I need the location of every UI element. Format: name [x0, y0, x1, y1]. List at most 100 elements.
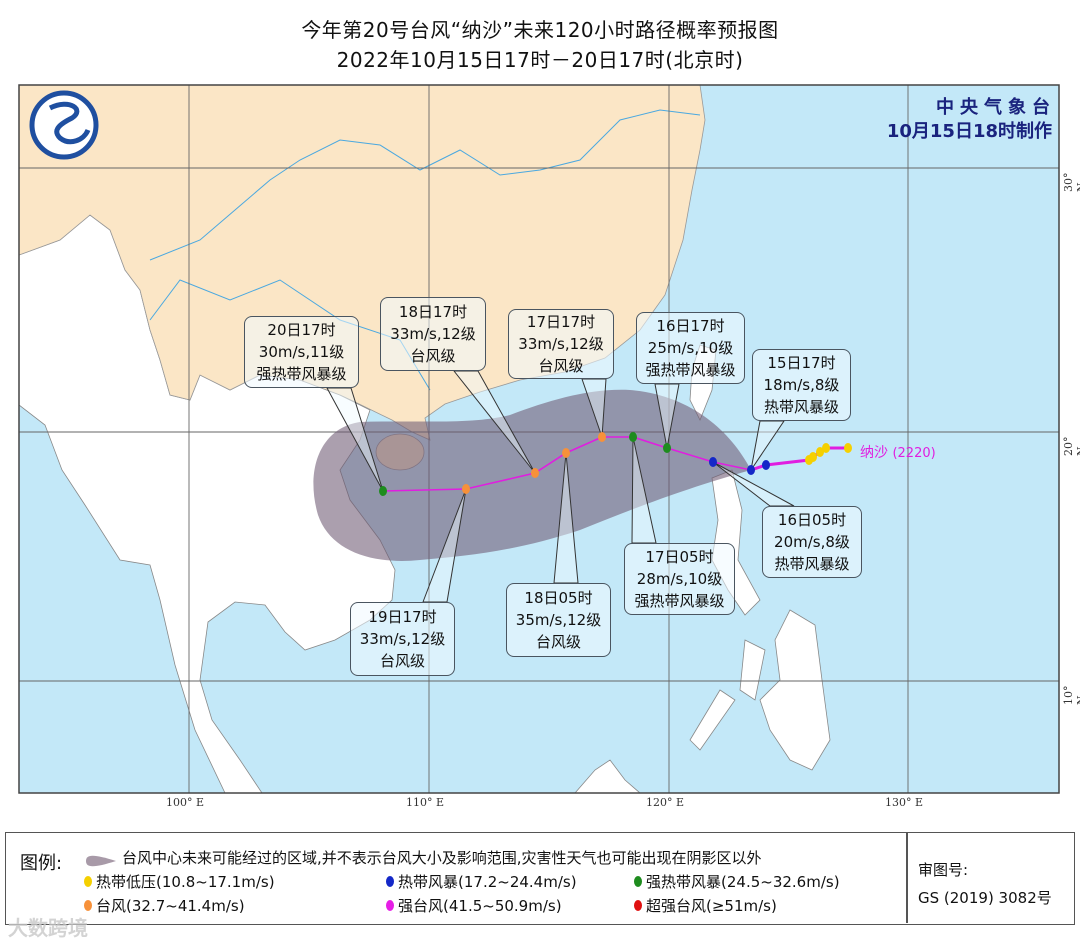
callout-time: 18日17时	[398, 303, 468, 321]
callout-time: 15日17时	[767, 354, 836, 372]
forecast-track-point	[629, 432, 637, 442]
callout-time: 18日05时	[524, 589, 593, 607]
legend-item-label: 超强台风(≥51m/s)	[646, 897, 777, 915]
forecast-callout: 17日05时 28m/s,10级 强热带风暴级	[624, 543, 735, 615]
storm-name: 纳沙	[860, 445, 888, 461]
callout-level: 强热带风暴级	[645, 361, 736, 379]
forecast-callout: 16日05时 20m/s,8级 热带风暴级	[762, 506, 862, 578]
callout-time: 17日17时	[526, 313, 596, 331]
callout-time: 16日17时	[656, 317, 725, 335]
callout-level: 台风级	[410, 347, 456, 365]
issued-time: 10月15日18时制作	[886, 121, 1052, 142]
forecast-callout: 18日05时 35m/s,12级 台风级	[506, 583, 611, 657]
legend-title: 图例:	[20, 853, 63, 874]
philippines-south	[689, 609, 831, 771]
lon-label-120: 120° E	[646, 796, 685, 809]
forecast-callout: 17日17时 33m/s,12级 台风级	[508, 309, 614, 379]
callout-wind: 25m/s,10级	[647, 339, 734, 357]
map-frame	[18, 84, 1060, 794]
legend-cone-text: 台风中心未来可能经过的区域,并不表示台风大小及影响范围,灾害性天气也可能出现在阴…	[122, 849, 762, 867]
lat-label-20: 20° N	[1062, 436, 1080, 457]
legend: 图例: 台风中心未来可能经过的区域,并不表示台风大小及影响范围,灾害性天气也可能…	[5, 832, 1075, 925]
lon-label-110: 110° E	[406, 796, 445, 809]
callout-wind: 33m/s,12级	[518, 335, 604, 353]
callout-pointer	[654, 383, 680, 449]
agency-block: 中央气象台 10月15日18时制作	[887, 96, 1052, 144]
callout-wind: 18m/s,8级	[763, 376, 840, 394]
legend-divider	[906, 833, 908, 923]
yangtze-river	[149, 109, 701, 261]
callout-level: 台风级	[538, 357, 584, 375]
forecast-callout: 20日17时 30m/s,11级 强热带风暴级	[244, 316, 359, 388]
cma-logo	[29, 90, 99, 160]
legend-item-sty: 强台风(41.5~50.9m/s)	[386, 895, 562, 916]
storm-code: (2220)	[892, 446, 936, 461]
callout-pointer	[452, 370, 536, 474]
forecast-track-point	[709, 457, 717, 467]
callout-level: 台风级	[379, 652, 425, 670]
lon-label-130: 130° E	[885, 796, 924, 809]
callout-pointer	[750, 420, 785, 471]
legend-item-label: 强热带风暴(24.5~32.6m/s)	[646, 873, 840, 891]
map-subtitle: 2022年10月15日17时－20日17时(北京时)	[336, 48, 744, 72]
callout-time: 17日05时	[645, 548, 714, 566]
cone-legend-icon	[86, 855, 116, 867]
forecast-callout: 19日17时 33m/s,12级 台风级	[350, 602, 455, 676]
forecast-callout: 15日17时 18m/s,8级 热带风暴级	[752, 349, 851, 421]
forecast-track-point	[598, 432, 606, 442]
callout-level: 热带风暴级	[763, 398, 839, 416]
legend-item-ty: 台风(32.7~41.4m/s)	[84, 895, 245, 916]
callout-pointer	[581, 378, 607, 438]
legend-item-label: 台风(32.7~41.4m/s)	[96, 897, 245, 915]
past-track-point	[816, 447, 824, 457]
forecast-callout: 18日17时 33m/s,12级 台风级	[380, 297, 486, 371]
callout-level: 热带风暴级	[774, 555, 850, 573]
past-track-point	[762, 460, 770, 470]
legend-item-ts: 热带风暴(17.2~24.4m/s)	[386, 871, 577, 892]
legend-item-label: 热带低压(10.8~17.1m/s)	[96, 873, 275, 891]
callout-time: 20日17时	[267, 321, 336, 339]
typhoon-symbol-icon	[84, 900, 92, 911]
callout-time: 16日05时	[777, 511, 847, 529]
typhoon-symbol-icon	[634, 876, 642, 887]
forecast-callout: 16日17时 25m/s,10级 强热带风暴级	[636, 312, 745, 384]
lat-label-10: 10° N	[1062, 685, 1080, 706]
callout-wind: 35m/s,12级	[515, 611, 602, 629]
typhoon-symbol-icon	[634, 900, 642, 911]
typhoon-symbol-icon	[84, 876, 92, 887]
legend-item-superty: 超强台风(≥51m/s)	[634, 895, 777, 916]
map-title: 今年第20号台风“纳沙”未来120小时路径概率预报图	[301, 18, 779, 42]
callout-level: 强热带风暴级	[256, 365, 347, 383]
lon-label-100: 100° E	[166, 796, 205, 809]
callout-time: 19日17时	[368, 608, 437, 626]
lat-label-30: 30° N	[1062, 172, 1080, 193]
forecast-track-point	[663, 443, 671, 453]
past-track-point	[822, 443, 830, 453]
forecast-track-point	[531, 468, 539, 478]
storm-label: 纳沙 (2220)	[860, 442, 936, 462]
legend-item-label: 热带风暴(17.2~24.4m/s)	[398, 873, 577, 891]
borneo-land	[574, 759, 641, 793]
past-track-point	[805, 455, 813, 465]
forecast-track-point	[379, 486, 387, 496]
legend-item-td: 热带低压(10.8~17.1m/s)	[84, 871, 275, 892]
callout-wind: 28m/s,10级	[636, 570, 723, 588]
past-track-point	[844, 443, 852, 453]
legend-item-sts: 强热带风暴(24.5~32.6m/s)	[634, 871, 840, 892]
typhoon-symbol-icon	[386, 900, 394, 911]
callout-wind: 33m/s,12级	[359, 630, 446, 648]
typhoon-symbol-icon	[386, 876, 394, 887]
callout-level: 台风级	[535, 633, 581, 651]
callout-wind: 20m/s,8级	[774, 533, 850, 551]
forecast-track-point	[562, 448, 570, 458]
watermark: 大数跨境	[8, 916, 88, 940]
callout-wind: 33m/s,12级	[390, 325, 476, 343]
forecast-track-point	[462, 484, 470, 494]
review-number: GS (2019) 3082号	[918, 889, 1052, 907]
callout-wind: 30m/s,11级	[258, 343, 345, 361]
agency-name: 中央气象台	[936, 97, 1056, 118]
callout-pointer	[326, 387, 384, 492]
past-track-point	[747, 465, 755, 475]
callout-level: 强热带风暴级	[634, 592, 725, 610]
legend-item-label: 强台风(41.5~50.9m/s)	[398, 897, 562, 915]
